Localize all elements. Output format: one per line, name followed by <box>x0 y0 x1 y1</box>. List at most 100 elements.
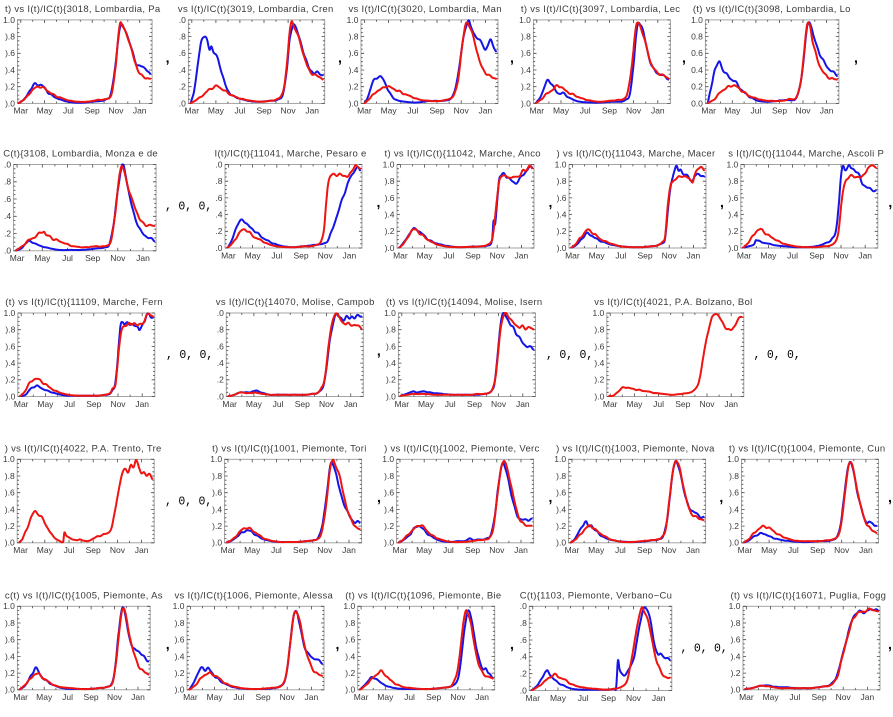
svg-text:Nov: Nov <box>281 106 297 116</box>
svg-text:,: , <box>854 49 858 65</box>
svg-text:Mar: Mar <box>603 399 618 409</box>
svg-text:).0: ).0 <box>175 685 185 695</box>
svg-text:Jul: Jul <box>233 692 244 702</box>
svg-text:.0: .0 <box>4 246 11 256</box>
svg-text:Nov: Nov <box>110 399 126 409</box>
svg-text:1.0: 1.0 <box>555 159 567 169</box>
svg-text:May: May <box>381 106 398 116</box>
svg-text:Jan: Jan <box>305 692 319 702</box>
svg-text:).0: ).0 <box>212 538 222 548</box>
svg-text:).8: ).8 <box>731 618 741 628</box>
svg-text:Sep: Sep <box>465 250 480 260</box>
svg-text:Nov: Nov <box>626 106 642 116</box>
svg-text:Sep: Sep <box>637 250 652 260</box>
svg-text:).4: ).4 <box>728 210 738 220</box>
svg-text:1.0: 1.0 <box>3 308 15 318</box>
svg-text:Mar: Mar <box>10 253 25 263</box>
svg-text:.0: .0 <box>217 391 224 401</box>
svg-text:May: May <box>626 399 643 409</box>
svg-text:Jul: Jul <box>788 545 799 555</box>
svg-text:Mar: Mar <box>222 399 237 409</box>
svg-text:Mar: Mar <box>14 399 29 409</box>
svg-text:1.0: 1.0 <box>592 308 604 318</box>
svg-text:Mar: Mar <box>737 250 752 260</box>
svg-text:May: May <box>207 692 224 702</box>
svg-text:0.2: 0.2 <box>691 82 703 92</box>
svg-text:).4: ).4 <box>386 358 396 368</box>
svg-text:Mar: Mar <box>183 692 198 702</box>
svg-text:Mar: Mar <box>13 692 28 702</box>
svg-text:).4: ).4 <box>729 504 739 514</box>
svg-text:.2: .2 <box>520 669 527 679</box>
svg-text:0.4: 0.4 <box>691 65 703 75</box>
svg-text:Jul: Jul <box>445 399 456 409</box>
svg-text:Jul: Jul <box>271 545 282 555</box>
svg-text:,: , <box>549 194 553 210</box>
svg-text:I(t)/IC(t){11041, Marche, Pesa: I(t)/IC(t){11041, Marche, Pesaro e <box>215 149 367 160</box>
svg-text:).2: ).2 <box>728 226 738 236</box>
svg-text:.4: .4 <box>215 210 222 220</box>
svg-text:Nov: Nov <box>491 399 507 409</box>
svg-text:Jan: Jan <box>652 693 666 703</box>
svg-text:Jan: Jan <box>859 545 873 555</box>
svg-text:).8: ).8 <box>728 176 738 186</box>
svg-text:,: , <box>338 49 342 65</box>
svg-text:1.0: 1.0 <box>383 159 395 169</box>
svg-text:).8: ).8 <box>594 325 604 335</box>
svg-text:.0: .0 <box>215 243 222 253</box>
svg-text:Jan: Jan <box>343 250 357 260</box>
svg-text:.4: .4 <box>4 211 11 221</box>
svg-text:,: , <box>336 636 340 652</box>
svg-text:Jul: Jul <box>407 106 418 116</box>
svg-text:, 0, 0,: , 0, 0, <box>166 349 213 362</box>
svg-text:May: May <box>416 545 433 555</box>
svg-text:0.8: 0.8 <box>691 32 703 42</box>
svg-text:).0: ).0 <box>5 538 15 548</box>
svg-text:).0: ).0 <box>386 391 396 401</box>
svg-text:).8: ).8 <box>175 618 185 628</box>
svg-text:).4: ).4 <box>5 504 15 514</box>
svg-text:).6: ).6 <box>349 48 359 58</box>
svg-text:Mar: Mar <box>565 250 580 260</box>
svg-text:Nov: Nov <box>107 692 123 702</box>
svg-text:May: May <box>246 399 263 409</box>
svg-text:Jan: Jan <box>516 399 530 409</box>
svg-text:).8: ).8 <box>349 32 359 42</box>
svg-text:).6: ).6 <box>345 635 355 645</box>
svg-text:May: May <box>377 692 394 702</box>
svg-text:).2: ).2 <box>556 521 566 531</box>
svg-text:).6: ).6 <box>175 635 185 645</box>
svg-text:Nov: Nov <box>699 399 715 409</box>
svg-text:Jul: Jul <box>62 253 73 263</box>
svg-text:, 0, 0,: , 0, 0, <box>165 201 212 214</box>
svg-text:, 0, 0,: , 0, 0, <box>681 642 728 655</box>
svg-text:1.0: 1.0 <box>210 454 222 464</box>
svg-text:Jul: Jul <box>653 399 664 409</box>
svg-text:.0: .0 <box>179 98 186 108</box>
svg-text:1.0: 1.0 <box>727 454 739 464</box>
svg-text:).2: ).2 <box>5 521 15 531</box>
svg-text:vs I(t)/IC(t){3020, Lombardia,: vs I(t)/IC(t){3020, Lombardia, Man <box>349 4 502 15</box>
svg-text:Jan: Jan <box>820 106 834 116</box>
svg-text:) vs I(t)/IC(t){4022, P.A. Tre: ) vs I(t)/IC(t){4022, P.A. Trento, Tre <box>5 443 162 454</box>
svg-text:Jul: Jul <box>404 692 415 702</box>
svg-text:).2: ).2 <box>729 521 739 531</box>
svg-text:).4: ).4 <box>594 358 604 368</box>
svg-text:).0: ).0 <box>349 98 359 108</box>
svg-text:).2: ).2 <box>345 668 355 678</box>
svg-text:1.0: 1.0 <box>173 601 185 611</box>
svg-text:Nov: Nov <box>626 693 642 703</box>
svg-text:1.0: 1.0 <box>384 308 396 318</box>
svg-text:Jul: Jul <box>234 106 245 116</box>
svg-text:Mar: Mar <box>738 545 753 555</box>
svg-text:May: May <box>417 250 434 260</box>
svg-text:1.0: 1.0 <box>3 15 15 25</box>
svg-text:).0: ).0 <box>594 391 604 401</box>
svg-text:May: May <box>37 106 54 116</box>
svg-text:).0: ).0 <box>385 243 395 253</box>
svg-text:,: , <box>682 49 686 65</box>
svg-text:1.0: 1.0 <box>347 15 359 25</box>
svg-text:).6: ).6 <box>521 48 531 58</box>
svg-text:.6: .6 <box>217 341 224 351</box>
svg-text:).2: ).2 <box>386 375 396 385</box>
